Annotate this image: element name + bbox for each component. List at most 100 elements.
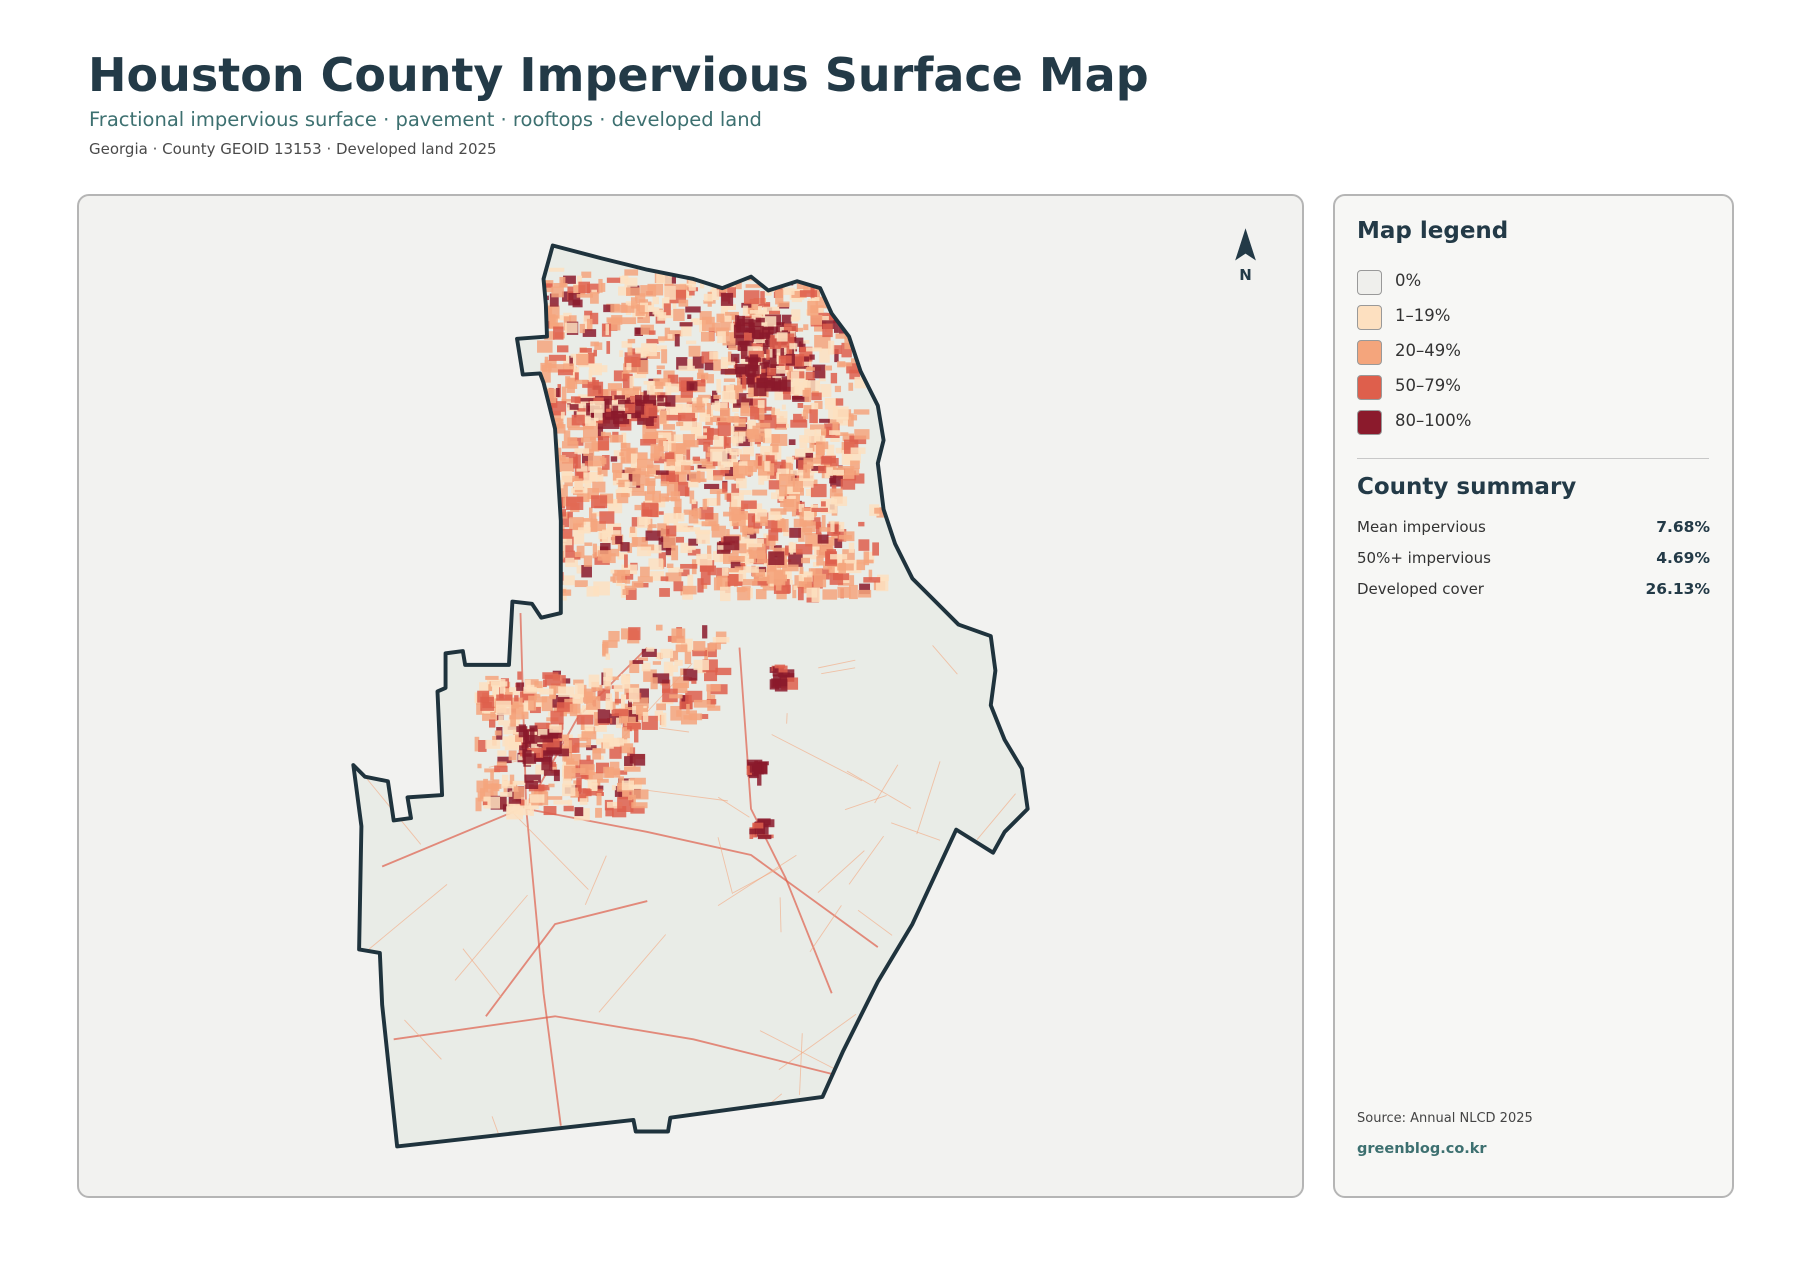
feature [680, 387, 694, 398]
feature [652, 661, 662, 665]
feature [863, 551, 870, 566]
feature [496, 761, 507, 768]
feature [619, 452, 624, 456]
feature [564, 480, 573, 487]
feature [814, 433, 821, 441]
feature [805, 371, 815, 380]
feature [635, 305, 645, 316]
feature [528, 695, 537, 711]
feature [597, 684, 603, 691]
feature [661, 453, 669, 460]
feature [560, 675, 566, 689]
feature [827, 276, 839, 289]
feature [635, 466, 653, 476]
feature [560, 411, 565, 419]
feature [791, 290, 807, 298]
feature [723, 511, 735, 517]
feature [606, 548, 620, 557]
feature [757, 456, 762, 466]
feature [622, 373, 633, 389]
feature [516, 682, 525, 691]
feature [597, 473, 604, 483]
feature [830, 520, 835, 533]
feature [858, 539, 870, 551]
feature [725, 568, 740, 573]
feature [636, 399, 645, 406]
feature [729, 332, 739, 344]
feature [576, 714, 594, 725]
feature [629, 753, 646, 766]
feature [620, 787, 630, 797]
feature [789, 343, 798, 350]
feature [567, 426, 585, 431]
feature [661, 349, 668, 364]
feature [639, 302, 655, 312]
feature [599, 755, 604, 760]
feature [774, 353, 781, 368]
feature [641, 662, 651, 672]
feature [804, 528, 813, 536]
feature [565, 557, 578, 568]
feature [602, 529, 612, 545]
feature [817, 282, 829, 287]
feature [563, 312, 572, 317]
feature [564, 765, 576, 779]
feature [722, 450, 736, 462]
feature [617, 543, 623, 552]
feature [672, 676, 690, 689]
feature [673, 523, 688, 530]
feature [770, 492, 785, 500]
feature [648, 330, 656, 335]
feature [755, 589, 767, 600]
feature [749, 298, 759, 314]
feature [955, 868, 1023, 895]
feature [785, 271, 794, 276]
feature [553, 541, 557, 549]
feature [776, 472, 781, 485]
feature [637, 412, 647, 425]
feature [790, 316, 799, 322]
feature [655, 511, 664, 515]
feature [843, 288, 852, 295]
feature [586, 586, 600, 597]
feature [556, 528, 573, 539]
feature [745, 365, 760, 376]
feature [524, 679, 539, 688]
feature [843, 531, 855, 542]
feature [763, 361, 777, 371]
feature [803, 285, 816, 294]
feature [768, 551, 785, 566]
feature [916, 761, 941, 835]
feature [558, 458, 574, 472]
feature [691, 677, 697, 684]
feature [854, 473, 865, 484]
feature [729, 268, 744, 279]
feature [700, 560, 715, 572]
feature [670, 491, 681, 502]
feature [769, 445, 782, 460]
feature [580, 437, 597, 443]
feature [823, 463, 835, 471]
feature [768, 480, 780, 490]
feature [771, 271, 783, 285]
feature [751, 343, 765, 349]
feature [626, 362, 632, 371]
feature [550, 521, 555, 533]
feature [355, 883, 448, 961]
feature [654, 456, 668, 464]
feature [775, 289, 784, 305]
feature [556, 734, 570, 741]
feature [614, 395, 625, 400]
feature [748, 350, 765, 358]
feature [772, 666, 779, 677]
feature [756, 373, 763, 380]
feature [561, 441, 579, 449]
feature [818, 659, 856, 669]
feature [760, 316, 777, 327]
feature [810, 285, 815, 298]
feature [551, 286, 564, 298]
feature [519, 745, 524, 751]
feature [621, 317, 637, 325]
feature [576, 777, 582, 793]
